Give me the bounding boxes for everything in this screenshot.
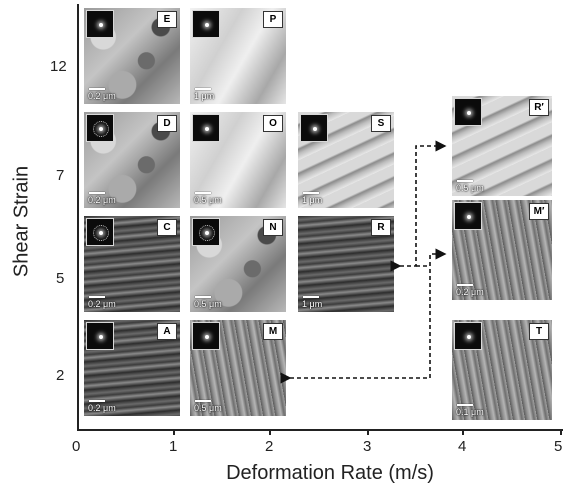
diffraction-inset: [192, 114, 220, 142]
scale-label: 0.5 μm: [456, 183, 484, 193]
x-tick-label: 4: [458, 438, 467, 455]
scale-label: 1 μm: [302, 299, 323, 309]
arrow-r-to-m-prime: [416, 248, 447, 267]
diffraction-inset: [192, 322, 220, 350]
scale-bar: [457, 404, 473, 406]
diffraction-inset: [192, 10, 220, 38]
tem-panel-m-prime: M′ 0.2 μm: [452, 200, 552, 300]
scale-label: 1 μm: [302, 195, 323, 205]
diffraction-inset: [454, 98, 482, 126]
scale-bar: [89, 88, 105, 90]
scale-bar: [195, 400, 211, 402]
tem-panel-m: M 0.5 μm: [190, 320, 286, 416]
scale-bar: [457, 180, 473, 182]
y-tick-label: 12: [50, 58, 67, 75]
tem-panel-r-prime: R′ 0.5 μm: [452, 96, 552, 196]
scale-label: 0.2 μm: [88, 195, 116, 205]
panel-label: E: [157, 11, 177, 28]
panel-label: D: [157, 115, 177, 132]
x-axis-title: Deformation Rate (m/s): [226, 462, 434, 484]
tem-panel-t: T 0.1 μm: [452, 320, 552, 420]
panel-label: C: [157, 219, 177, 236]
scale-label: 0.5 μm: [194, 195, 222, 205]
scale-label: 0.5 μm: [194, 299, 222, 309]
scale-bar: [89, 296, 105, 298]
scale-bar: [89, 400, 105, 402]
y-tick-label: 2: [56, 367, 65, 384]
x-tick-label: 1: [169, 438, 178, 455]
panel-label: N: [263, 219, 283, 236]
scale-label: 0.5 μm: [194, 403, 222, 413]
panel-label: O: [263, 115, 283, 132]
x-tick-label: 2: [265, 438, 274, 455]
y-tick-label: 5: [56, 270, 65, 287]
tem-panel-r: R 1 μm: [298, 216, 394, 312]
diffraction-inset: [454, 202, 482, 230]
panel-label: A: [157, 323, 177, 340]
scale-bar: [303, 296, 319, 298]
x-tick: [462, 429, 464, 435]
panel-label: M′: [529, 203, 549, 220]
diffraction-inset: [192, 218, 220, 246]
tem-panel-n: N 0.5 μm: [190, 216, 286, 312]
y-axis-title: Shear Strain: [10, 165, 33, 278]
scale-label: 0.1 μm: [456, 407, 484, 417]
scale-label: 0.2 μm: [88, 91, 116, 101]
panel-label: M: [263, 323, 283, 340]
y-tick-label: 7: [56, 167, 65, 184]
scale-label: 0.2 μm: [456, 287, 484, 297]
x-tick-label: 5: [554, 438, 563, 455]
tem-panel-s: S 1 μm: [298, 112, 394, 208]
arrow-r-to-r-prime: [390, 140, 447, 272]
panel-label: R′: [529, 99, 549, 116]
diffraction-inset: [86, 322, 114, 350]
tem-panel-d: D 0.2 μm: [84, 112, 180, 208]
x-axis-line: [77, 429, 563, 431]
tem-panel-o: O 0.5 μm: [190, 112, 286, 208]
scale-bar: [303, 192, 319, 194]
diffraction-inset: [86, 10, 114, 38]
scale-bar: [89, 192, 105, 194]
x-tick-label: 0: [72, 438, 81, 455]
scale-bar: [195, 296, 211, 298]
diffraction-inset: [454, 322, 482, 350]
panel-label: T: [529, 323, 549, 340]
x-tick: [560, 429, 562, 435]
scale-label: 1 μm: [194, 91, 215, 101]
scale-bar: [195, 88, 211, 90]
tem-panel-a: A 0.2 μm: [84, 320, 180, 416]
x-tick: [173, 429, 175, 435]
scale-label: 0.2 μm: [88, 299, 116, 309]
y-axis-line: [77, 4, 79, 430]
x-tick-label: 3: [363, 438, 372, 455]
scale-bar: [457, 284, 473, 286]
tem-panel-e: E 0.2 μm: [84, 8, 180, 104]
diffraction-inset: [300, 114, 328, 142]
diffraction-inset: [86, 114, 114, 142]
diffraction-inset: [86, 218, 114, 246]
tem-panel-p: P 1 μm: [190, 8, 286, 104]
panel-label: P: [263, 11, 283, 28]
x-tick: [269, 429, 271, 435]
x-tick: [367, 429, 369, 435]
tem-panel-c: C 0.2 μm: [84, 216, 180, 312]
scale-bar: [195, 192, 211, 194]
panel-label: R: [371, 219, 391, 236]
panel-label: S: [371, 115, 391, 132]
scale-label: 0.2 μm: [88, 403, 116, 413]
